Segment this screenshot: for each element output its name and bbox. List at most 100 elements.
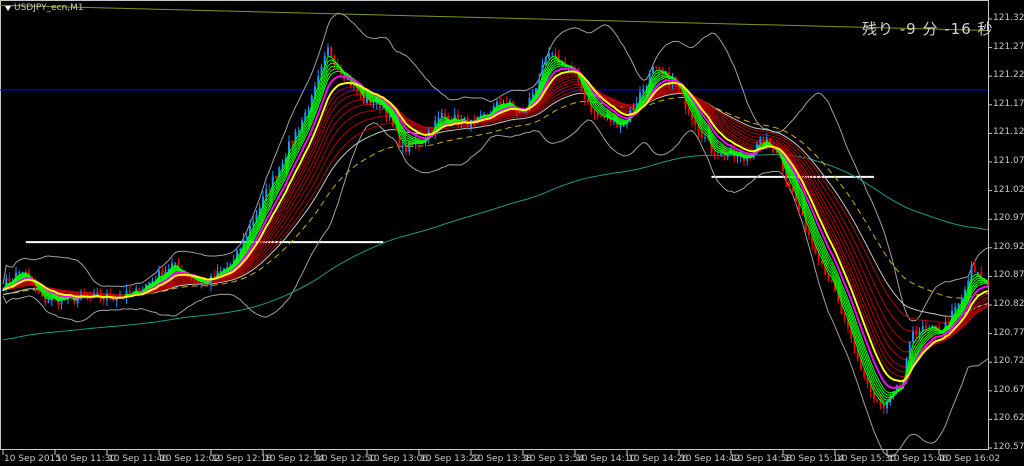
- bollinger-lower: [2, 119, 989, 458]
- x-tick-label: 10 Sep 11:46: [108, 454, 169, 464]
- candle-body: [577, 73, 580, 79]
- candle-body: [115, 298, 118, 301]
- candle-body: [307, 110, 310, 113]
- candle-body: [548, 53, 550, 58]
- candle-body: [538, 79, 541, 89]
- x-tick-label: 10 Sep 11:30: [56, 454, 117, 464]
- y-tick-label: 120.872: [993, 270, 1024, 281]
- candle-body: [265, 189, 268, 197]
- candle-body: [197, 279, 199, 283]
- candle-body: [843, 313, 846, 319]
- candle-body: [193, 278, 196, 280]
- candle-body: [934, 325, 937, 328]
- candle-body: [242, 238, 245, 250]
- ma-red-6: [2, 74, 988, 373]
- candle-body: [954, 306, 957, 311]
- x-tick-label: 10 Sep 12:02: [160, 454, 221, 464]
- candle-body: [853, 338, 856, 349]
- candle-body: [642, 88, 645, 93]
- ma-dashed-yellow: [2, 96, 988, 299]
- candle-body: [639, 92, 641, 104]
- candle-body: [720, 151, 723, 155]
- candle-body: [580, 78, 583, 90]
- candle-body: [203, 282, 206, 284]
- candle-body: [681, 89, 684, 94]
- candle-body: [359, 91, 362, 95]
- candle-body: [830, 280, 833, 282]
- ma-yellow: [2, 70, 989, 383]
- candle-body: [648, 73, 651, 87]
- candle-body: [437, 117, 440, 121]
- x-tick-label: 10 Sep 12:18: [212, 454, 273, 464]
- candle-body: [694, 119, 697, 125]
- candle-body: [912, 331, 914, 342]
- candle-body: [102, 299, 105, 301]
- candle-body: [622, 124, 625, 126]
- candle-body: [206, 283, 209, 286]
- candle-body: [258, 207, 261, 215]
- candle-body: [395, 125, 398, 131]
- candle-body: [869, 383, 872, 392]
- x-tick-label: 10 Sep 12:34: [264, 454, 325, 464]
- candle-body: [398, 130, 401, 148]
- candle-body: [531, 93, 534, 98]
- candle-body: [947, 322, 950, 325]
- candle-body: [600, 115, 602, 117]
- candle-body: [593, 112, 596, 114]
- y-tick-label: 121.272: [993, 41, 1024, 52]
- candle-body: [281, 163, 284, 168]
- candle-body: [444, 112, 446, 117]
- candle-body: [60, 297, 63, 305]
- candle-body: [275, 176, 277, 178]
- candle-body: [704, 137, 706, 139]
- candle-body: [544, 57, 547, 66]
- candle-body: [554, 53, 557, 55]
- candle-body: [161, 270, 164, 277]
- x-tick-label: 10 Sep 14:58: [732, 454, 793, 464]
- y-tick-label: 120.722: [993, 356, 1024, 367]
- candle-body: [652, 66, 654, 74]
- candle-body: [177, 262, 180, 269]
- candle-body: [791, 187, 794, 193]
- candle-body: [892, 391, 895, 396]
- candle-body: [925, 326, 927, 329]
- y-tick-label: 120.972: [993, 213, 1024, 224]
- candle-body: [434, 120, 437, 133]
- y-tick-label: 120.922: [993, 241, 1024, 252]
- candle-body: [596, 113, 599, 116]
- candle-body: [866, 376, 869, 384]
- candle-body: [899, 384, 901, 386]
- candle-body: [479, 114, 482, 118]
- dropdown-triangle-icon[interactable]: [5, 5, 11, 11]
- candle-body: [294, 131, 297, 143]
- candle-body: [392, 115, 394, 126]
- candle-body: [362, 94, 365, 103]
- candle-body: [340, 67, 342, 75]
- candle-body: [762, 138, 765, 144]
- candle-body: [583, 89, 586, 99]
- ma-long-teal: [2, 154, 988, 341]
- y-tick-label: 121.222: [993, 70, 1024, 81]
- candle-body: [284, 157, 287, 164]
- candle-body: [219, 270, 222, 272]
- ma-green-0: [2, 55, 989, 405]
- candle-body: [346, 78, 349, 81]
- candle-body: [782, 157, 784, 171]
- candle-body: [876, 399, 879, 401]
- candle-body: [388, 115, 391, 118]
- candle-body: [37, 288, 40, 294]
- candle-body: [759, 138, 762, 144]
- candle-body: [44, 296, 47, 303]
- x-tick-label: 10 Sep 2015: [4, 454, 62, 464]
- candle-body: [821, 261, 823, 265]
- ma-green-3: [2, 61, 988, 399]
- y-tick-label: 120.672: [993, 384, 1024, 395]
- candle-body: [291, 141, 294, 143]
- y-tick-label: 121.122: [993, 127, 1024, 138]
- candle-body: [817, 253, 820, 262]
- candle-body: [840, 300, 843, 314]
- candle-body: [908, 341, 911, 359]
- candle-body: [473, 119, 476, 122]
- candle-body: [967, 280, 970, 290]
